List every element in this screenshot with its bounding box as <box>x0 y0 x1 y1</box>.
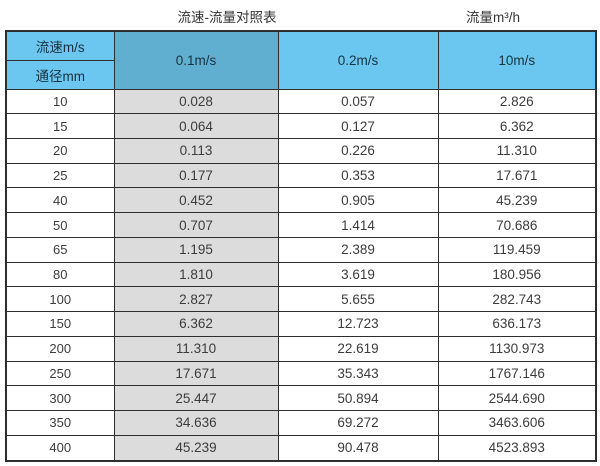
table-row: 25 0.177 0.353 17.671 <box>5 162 597 189</box>
table-row: 65 1.195 2.389 119.459 <box>5 236 597 263</box>
table-row: 20 0.113 0.226 11.310 <box>5 137 597 164</box>
diameter-cell: 25 <box>5 162 115 189</box>
flow-value-cell: 0.905 <box>277 187 439 214</box>
flow-value-cell: 282.743 <box>437 286 597 313</box>
flow-value-cell: 0.028 <box>113 88 279 115</box>
flow-value-cell: 90.478 <box>277 434 439 462</box>
table-row: 50 0.707 1.414 70.686 <box>5 212 597 238</box>
flow-value-cell: 34.636 <box>113 410 279 436</box>
table-title: 流速-流量对照表 <box>177 10 277 25</box>
flow-value-cell: 0.707 <box>113 212 279 238</box>
flow-value-cell: 1.810 <box>113 261 279 288</box>
flow-value-cell: 1.195 <box>113 236 279 263</box>
diameter-cell: 80 <box>5 261 115 288</box>
diameter-cell: 200 <box>5 335 115 362</box>
header-row-diameter: 通径mm <box>5 59 596 90</box>
table-row: 100 2.827 5.655 282.743 <box>5 286 597 313</box>
diameter-cell: 350 <box>5 410 115 436</box>
diameter-cell: 10 <box>5 88 115 115</box>
flow-value-cell: 25.447 <box>113 385 279 412</box>
diameter-cell: 20 <box>5 137 115 164</box>
flow-value-cell: 17.671 <box>437 162 597 189</box>
flow-value-cell: 0.226 <box>277 137 439 164</box>
diameter-cell: 65 <box>5 236 115 263</box>
diameter-cell: 400 <box>5 434 115 462</box>
flow-value-cell: 0.057 <box>277 88 439 115</box>
table-row: 15 0.064 0.127 6.362 <box>5 113 597 139</box>
table-row: 10 0.028 0.057 2.826 <box>5 88 597 115</box>
flow-value-cell: 11.310 <box>113 335 279 362</box>
diameter-cell: 40 <box>5 187 115 214</box>
diameter-cell: 100 <box>5 286 115 313</box>
flow-value-cell: 1767.146 <box>437 360 597 387</box>
table-body: 10 0.028 0.057 2.826 15 0.064 0.127 6.362 20 0.11… <box>5 88 597 462</box>
flow-value-cell: 636.173 <box>437 311 597 337</box>
diameter-cell: 50 <box>5 212 115 238</box>
diameter-cell: 300 <box>5 385 115 412</box>
flow-value-cell: 17.671 <box>113 360 279 387</box>
flow-value-cell: 3.619 <box>277 261 439 288</box>
flow-value-cell: 22.619 <box>277 335 439 362</box>
flow-value-cell: 69.272 <box>277 410 439 436</box>
flow-value-cell: 45.239 <box>113 434 279 462</box>
flow-value-cell: 3463.606 <box>437 410 597 436</box>
flow-value-cell: 6.362 <box>113 311 279 337</box>
table-row: 200 11.310 22.619 1130.973 <box>5 335 597 362</box>
table-row: 40 0.452 0.905 45.239 <box>5 187 597 214</box>
table-row: 150 6.362 12.723 636.173 <box>5 311 597 337</box>
diameter-cell: 250 <box>5 360 115 387</box>
flow-value-cell: 6.362 <box>437 113 597 139</box>
column-header-0.2ms: 0.2m/s <box>277 30 439 90</box>
flow-value-cell: 12.723 <box>277 311 439 337</box>
table-row: 350 34.636 69.272 3463.606 <box>5 410 597 436</box>
flow-rate-table: 流速m/s 0.1m/s 0.2m/s 10m/s 通径mm 10 0.028 0.… <box>5 30 597 462</box>
flow-value-cell: 45.239 <box>437 187 597 214</box>
flow-value-cell: 0.113 <box>113 137 279 164</box>
corner-cell-velocity: 流速m/s <box>5 30 115 61</box>
flow-value-cell: 35.343 <box>277 360 439 387</box>
flow-value-cell: 1130.973 <box>437 335 597 362</box>
corner-cell-diameter: 通径mm <box>5 59 115 90</box>
flow-value-cell: 50.894 <box>277 385 439 412</box>
flow-value-cell: 4523.893 <box>437 434 597 462</box>
flow-value-cell: 11.310 <box>437 137 597 164</box>
table-row: 250 17.671 35.343 1767.146 <box>5 360 597 387</box>
flow-value-cell: 0.064 <box>113 113 279 139</box>
caption-bar: 流速-流量对照表 流量m³/h <box>0 0 600 30</box>
flow-value-cell: 0.353 <box>277 162 439 189</box>
flow-value-cell: 5.655 <box>277 286 439 313</box>
flow-unit-label: 流量m³/h <box>466 10 520 25</box>
table-row: 80 1.810 3.619 180.956 <box>5 261 597 288</box>
flow-value-cell: 2.827 <box>113 286 279 313</box>
table-row: 400 45.239 90.478 4523.893 <box>5 434 597 462</box>
table-header: 流速m/s 0.1m/s 0.2m/s 10m/s 通径mm <box>5 30 597 90</box>
diameter-cell: 15 <box>5 113 115 139</box>
flow-value-cell: 0.127 <box>277 113 439 139</box>
table-row: 300 25.447 50.894 2544.690 <box>5 385 597 412</box>
column-header-10ms: 10m/s <box>437 30 597 90</box>
diameter-cell: 150 <box>5 311 115 337</box>
flow-value-cell: 2.826 <box>437 88 597 115</box>
flow-value-cell: 180.956 <box>437 261 597 288</box>
flow-value-cell: 2.389 <box>277 236 439 263</box>
header-row-velocity: 流速m/s 0.1m/s 0.2m/s 10m/s <box>5 30 597 90</box>
flow-value-cell: 2544.690 <box>437 385 597 412</box>
column-header-0.1ms: 0.1m/s <box>113 30 279 90</box>
flow-value-cell: 70.686 <box>437 212 597 238</box>
flow-value-cell: 0.452 <box>113 187 279 214</box>
flow-value-cell: 119.459 <box>437 236 597 263</box>
flow-value-cell: 0.177 <box>113 162 279 189</box>
flow-value-cell: 1.414 <box>277 212 439 238</box>
